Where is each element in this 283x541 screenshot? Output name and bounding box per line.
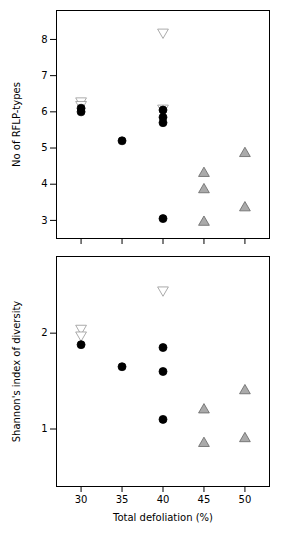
- svg-text:2: 2: [41, 327, 47, 338]
- svg-text:No of RFLP-types: No of RFLP-types: [11, 82, 22, 167]
- svg-text:7: 7: [41, 70, 47, 81]
- svg-text:4: 4: [41, 178, 47, 189]
- svg-text:40: 40: [157, 494, 170, 505]
- svg-text:35: 35: [116, 494, 129, 505]
- svg-text:Shannon's index of diversity: Shannon's index of diversity: [11, 301, 22, 443]
- svg-text:45: 45: [198, 494, 211, 505]
- svg-text:50: 50: [239, 494, 252, 505]
- svg-text:5: 5: [41, 142, 47, 153]
- svg-text:6: 6: [41, 106, 47, 117]
- svg-text:8: 8: [41, 34, 47, 45]
- svg-text:1: 1: [41, 423, 47, 434]
- svg-text:Total defoliation (%): Total defoliation (%): [112, 512, 213, 523]
- svg-text:30: 30: [75, 494, 88, 505]
- svg-text:3: 3: [41, 215, 47, 226]
